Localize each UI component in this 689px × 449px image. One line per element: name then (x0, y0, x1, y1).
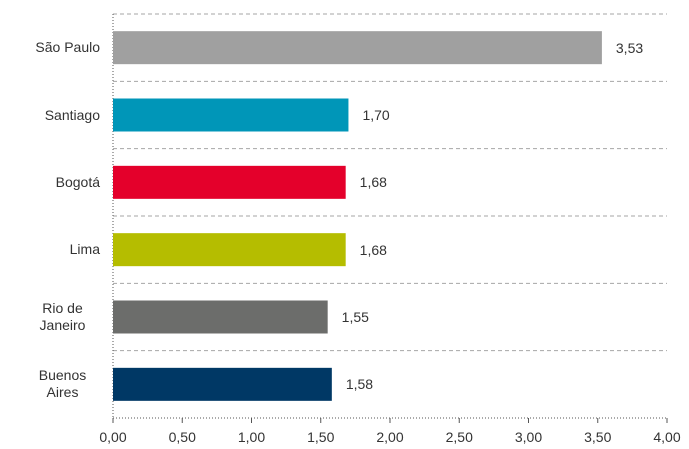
value-label-text: 1,58 (345, 376, 374, 393)
bar (113, 31, 602, 65)
value-label: 1,70 (362, 107, 389, 124)
x-tick-label-text: 1,00 (237, 429, 266, 445)
value-label: 3,53 (616, 40, 643, 57)
x-tick-label: 1,00 (222, 429, 282, 446)
x-tick-label: 3,00 (499, 429, 559, 446)
bar (113, 300, 328, 334)
x-tick-label-text: 2,00 (376, 429, 404, 445)
x-tick-label-text: 3,50 (584, 429, 612, 445)
value-label-text: 1,68 (359, 174, 387, 191)
x-tick-label: 0,00 (83, 429, 143, 446)
x-tick-label-text: 2,50 (445, 429, 473, 445)
x-tick-label: 4,00 (637, 429, 689, 446)
value-label-text: 1,70 (362, 107, 390, 123)
bar (113, 98, 349, 132)
y-tick-label: Lima (0, 230, 100, 270)
y-tick-label-text: Buenos Aires (38, 367, 87, 401)
value-label: 1,58 (346, 376, 373, 393)
value-label: 1,68 (360, 242, 387, 259)
value-label: 1,55 (342, 309, 369, 326)
x-tick-label-text: 0,50 (168, 429, 196, 445)
y-tick-label-text: Bogotá (55, 173, 100, 190)
bar (113, 367, 332, 401)
x-tick-label: 2,00 (360, 429, 420, 446)
x-tick-label-text: 4,00 (653, 429, 681, 445)
y-tick-label-text: Santiago (44, 106, 100, 123)
y-tick-label-text: Lima (69, 241, 100, 258)
value-label-text: 1,68 (359, 241, 387, 258)
y-tick-label: Rio de Janeiro (0, 297, 100, 337)
bar (113, 165, 346, 199)
y-tick-label: Santiago (0, 95, 100, 135)
y-tick-label-text: Rio de Janeiro (39, 300, 86, 333)
value-label: 1,68 (360, 174, 387, 191)
x-tick-label: 2,50 (429, 429, 489, 446)
y-tick-label: Buenos Aires (0, 364, 100, 404)
value-label-text: 3,53 (615, 39, 644, 56)
x-tick-label: 1,50 (291, 429, 351, 446)
x-tick-label: 3,50 (568, 429, 628, 446)
bar (113, 233, 346, 267)
x-tick-label-text: 1,50 (307, 429, 335, 445)
value-label-text: 1,55 (341, 309, 369, 325)
y-tick-label-text: São Paulo (35, 39, 100, 56)
x-tick-label: 0,50 (152, 429, 212, 446)
x-tick-label-text: 0,00 (99, 429, 127, 445)
y-tick-label: Bogotá (0, 162, 100, 202)
y-tick-label: São Paulo (0, 28, 100, 68)
x-tick-label-text: 3,00 (514, 429, 543, 445)
